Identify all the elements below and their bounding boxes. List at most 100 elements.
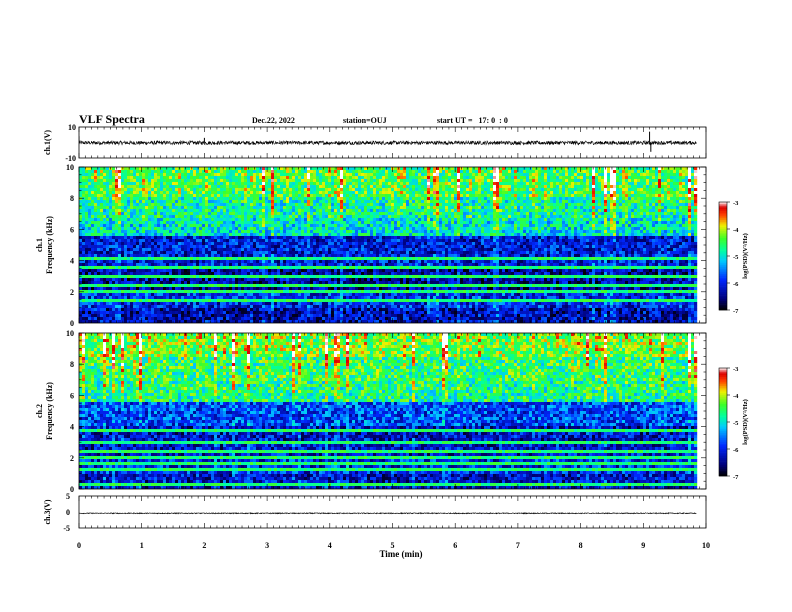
- ch1-spectrogram-cell: [223, 206, 227, 210]
- ch1-spectrogram-cell: [511, 236, 515, 240]
- ch1-spectrogram-cell: [121, 170, 125, 174]
- ch1-spectrogram-cell: [409, 233, 413, 237]
- ch1-spectrogram-cell: [91, 215, 95, 219]
- ch1-spectrogram-cell: [256, 218, 260, 222]
- ch1-spectrogram-cell: [193, 191, 197, 195]
- ch1-spectrogram-cell: [130, 233, 134, 237]
- ch1-spectrogram-cell: [448, 179, 452, 183]
- ch1-spectrogram-cell: [421, 224, 425, 228]
- ch1-spectrogram-cell: [331, 191, 335, 195]
- ch1-spectrogram-cell: [340, 173, 344, 177]
- ch1-spectrogram-cell: [178, 230, 182, 234]
- ch1-spectrogram-cell: [181, 194, 185, 198]
- ch1-spectrogram-cell: [520, 227, 524, 231]
- ch1-spectrogram-cell: [307, 224, 311, 228]
- ch1-spectrogram-cell: [268, 185, 272, 189]
- ch1-spectrogram-cell: [175, 179, 179, 183]
- ch1-spectrogram-cell: [265, 224, 269, 228]
- ch1-spectrogram-cell: [118, 182, 122, 186]
- ch1-spectrogram-cell: [310, 224, 314, 228]
- ch1-spectrogram-cell: [571, 179, 575, 183]
- ch1-spectrogram-cell: [331, 212, 335, 216]
- ch1-spectrogram-cell: [277, 191, 281, 195]
- ch1-spectrogram-cell: [175, 236, 179, 240]
- ch1-spectrogram-cell: [247, 185, 251, 189]
- ch1-spectrogram-cell: [235, 215, 239, 219]
- ch1-spectrogram-cell: [148, 212, 152, 216]
- ch1-spectrogram-cell: [523, 200, 527, 204]
- ch1-spectrogram-cell: [502, 212, 506, 216]
- ch1-spectrogram-cell: [346, 218, 350, 222]
- ch1-spectrogram-cell: [541, 176, 545, 180]
- ch1-spectrogram-cell: [142, 191, 146, 195]
- ch1-spectrogram-cell: [592, 200, 596, 204]
- ch1-spectrogram-cell: [223, 176, 227, 180]
- ch1-spectrogram-cell: [154, 188, 158, 192]
- ch1-spectrogram-cell: [421, 215, 425, 219]
- ch1-spectrogram-cell: [511, 233, 515, 237]
- ch1-spectrogram-cell: [169, 218, 173, 222]
- ch1-spectrogram-cell: [277, 230, 281, 234]
- ch1-spectrogram-cell: [112, 188, 116, 192]
- ch1-spectrogram-cell: [463, 185, 467, 189]
- ch1-spectrogram-cell: [346, 227, 350, 231]
- ch1-spectrogram-cell: [289, 203, 293, 207]
- ch1-spectrogram-cell: [172, 227, 176, 231]
- ch1-spectrogram-cell: [136, 206, 140, 210]
- ch1-spectrogram-cell: [85, 197, 89, 201]
- ch1-spectrogram-cell: [556, 188, 560, 192]
- ch1-spectrogram-cell: [106, 236, 110, 240]
- ch1-spectrogram-cell: [298, 167, 302, 171]
- ch1-spectrogram-cell: [436, 203, 440, 207]
- ch1-spectrogram-cell: [301, 194, 305, 198]
- ch1-spectrogram-cell: [475, 188, 479, 192]
- ch1-spectrogram-cell: [601, 209, 605, 213]
- ch1-spectrogram-cell: [184, 173, 188, 177]
- ch1-spectrogram-cell: [145, 191, 149, 195]
- ch1-spectrogram-cell: [256, 182, 260, 186]
- ch1-spectrogram-cell: [382, 197, 386, 201]
- ch1-spectrogram-cell: [535, 215, 539, 219]
- ch1-spectrogram-cell: [124, 173, 128, 177]
- ch1-spectrogram-cell: [82, 239, 86, 243]
- ch1-spectrogram-cell: [580, 176, 584, 180]
- ch1-spectrogram-cell: [604, 227, 608, 231]
- ch1-spectrogram-cell: [295, 230, 299, 234]
- ch1-spectrogram-cell: [418, 194, 422, 198]
- ch1-spectrogram-cell: [613, 191, 617, 195]
- ch1-spectrogram-cell: [268, 233, 272, 237]
- ch1-spectrogram-cell: [607, 191, 611, 195]
- ch1-spectrogram-cell: [265, 179, 269, 183]
- ch1-spectrogram-cell: [538, 236, 542, 240]
- ch1-spectrogram-cell: [100, 194, 104, 198]
- ch1-spectrogram-cell: [550, 206, 554, 210]
- ch1-spectrogram-cell: [391, 182, 395, 186]
- ch1-spectrogram-cell: [523, 179, 527, 183]
- ch1-spectrogram-cell: [271, 233, 275, 237]
- ch1-spectrogram-cell: [205, 227, 209, 231]
- ch1-spectrogram-cell: [403, 197, 407, 201]
- ch1-spectrogram-cell: [103, 230, 107, 234]
- ch1-spectrogram-cell: [526, 185, 530, 189]
- ch1-spectrogram-cell: [337, 182, 341, 186]
- ch1-spectrogram-cell: [556, 236, 560, 240]
- ch1-spectrogram-cell: [238, 221, 242, 225]
- ch1-spectrogram-cell: [106, 185, 110, 189]
- ch1-spectrogram-cell: [160, 212, 164, 216]
- ch1-spectrogram-cell: [361, 194, 365, 198]
- ch1-spectrogram-cell: [496, 191, 500, 195]
- ch1-spectrogram-cell: [607, 230, 611, 234]
- ch1-spectrogram-cell: [160, 173, 164, 177]
- ch1-spectrogram-cell: [142, 215, 146, 219]
- ch1-spectrogram-cell: [316, 200, 320, 204]
- ch1-spectrogram-cell: [574, 203, 578, 207]
- ch1-spectrogram-cell: [529, 236, 533, 240]
- ch1-spectrogram-cell: [595, 221, 599, 225]
- ch1-spectrogram-cell: [388, 200, 392, 204]
- ch1-spectrogram-cell: [664, 212, 668, 216]
- ch1-spectrogram-cell: [520, 188, 524, 192]
- ch1-spectrogram-cell: [577, 209, 581, 213]
- ch1-spectrogram-cell: [307, 182, 311, 186]
- ch1-spectrogram-cell: [481, 236, 485, 240]
- ch1-spectrogram-cell: [193, 206, 197, 210]
